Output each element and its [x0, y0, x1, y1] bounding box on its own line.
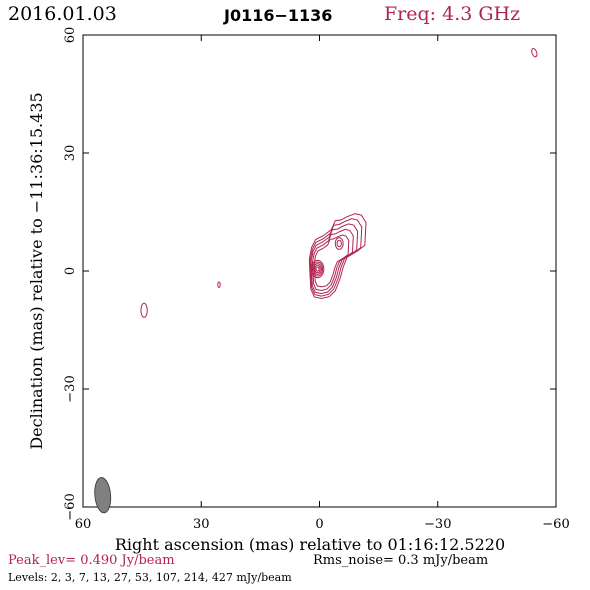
beam-layer	[94, 477, 112, 514]
axis-ticks	[82, 34, 557, 508]
jet-knot-contour	[336, 239, 342, 248]
core-contour	[314, 264, 321, 274]
y-tick-label: 0	[63, 267, 78, 275]
core-contour	[310, 259, 325, 279]
east-island-contour	[140, 302, 148, 318]
jet-knot-contour	[334, 237, 344, 250]
y-tick-label: 60	[63, 27, 78, 44]
main-source-contour	[310, 223, 359, 295]
restoring-beam	[94, 477, 112, 514]
source-name: J0116−1136	[224, 6, 333, 25]
ne-corner-island-contour	[531, 48, 538, 58]
x-tick-label: 0	[315, 517, 323, 532]
x-tick-label: 30	[193, 517, 210, 532]
observation-date: 2016.01.03	[8, 3, 117, 25]
rms-noise: Rms_noise= 0.3 mJy/beam	[313, 553, 489, 568]
main-source-contour	[309, 218, 363, 297]
core-contour	[313, 263, 322, 275]
contour-levels: Levels: 2, 3, 7, 13, 27, 53, 107, 214, 4…	[8, 571, 292, 584]
main-source-contour	[311, 228, 354, 292]
x-tick-label: 60	[75, 517, 92, 532]
y-tick-label: 30	[63, 145, 78, 162]
x-tick-label: −60	[542, 517, 569, 532]
peak-level: Peak_lev= 0.490 Jy/beam	[8, 553, 175, 568]
x-axis-title: Right ascension (mas) relative to 01:16:…	[115, 535, 505, 554]
west-island-contour	[217, 281, 221, 289]
core-contour	[311, 261, 324, 277]
x-tick-label: −30	[424, 517, 451, 532]
contour-layer	[140, 48, 538, 318]
y-tick-label: −30	[63, 375, 78, 402]
y-tick-label: −60	[63, 493, 78, 520]
main-source-contour	[308, 213, 367, 300]
frequency-label: Freq: 4.3 GHz	[384, 3, 521, 25]
y-axis-title: Declination (mas) relative to −11:36:15.…	[27, 92, 46, 449]
core-contour	[315, 266, 320, 272]
main-source-contour	[313, 234, 350, 288]
